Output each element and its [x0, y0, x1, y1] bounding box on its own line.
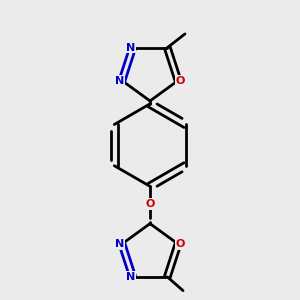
Text: N: N: [116, 76, 125, 85]
Text: O: O: [145, 199, 155, 209]
Text: O: O: [175, 239, 185, 249]
Text: N: N: [126, 43, 135, 53]
Text: N: N: [116, 239, 125, 249]
Text: O: O: [175, 76, 185, 85]
Text: N: N: [126, 272, 135, 282]
